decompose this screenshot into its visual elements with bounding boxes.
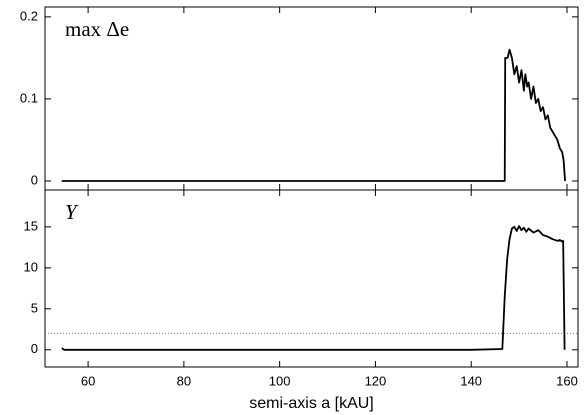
- y-tick-label: 0: [31, 341, 38, 356]
- data-line: [61, 48, 566, 182]
- x-tick-label: 140: [460, 373, 482, 388]
- y-tick-label: 0: [31, 172, 38, 187]
- y-tick-label: 10: [24, 259, 38, 274]
- y-tick-label: 0.1: [20, 90, 38, 105]
- panel-frame: [44, 189, 579, 368]
- y-tick-label: 5: [31, 300, 38, 315]
- y-tick-label: 15: [24, 218, 38, 233]
- x-tick-label: 100: [269, 373, 291, 388]
- x-tick-label: 120: [365, 373, 387, 388]
- x-tick-label: 160: [556, 373, 578, 388]
- data-line: [61, 225, 566, 351]
- x-axis-label: semi-axis a [kAU]: [249, 395, 373, 412]
- panel-label: Y: [65, 200, 79, 224]
- x-tick-label: 80: [177, 373, 191, 388]
- x-tick-label: 60: [81, 373, 95, 388]
- panel-label: max Δe: [65, 17, 129, 41]
- y-tick-label: 0.2: [20, 8, 38, 23]
